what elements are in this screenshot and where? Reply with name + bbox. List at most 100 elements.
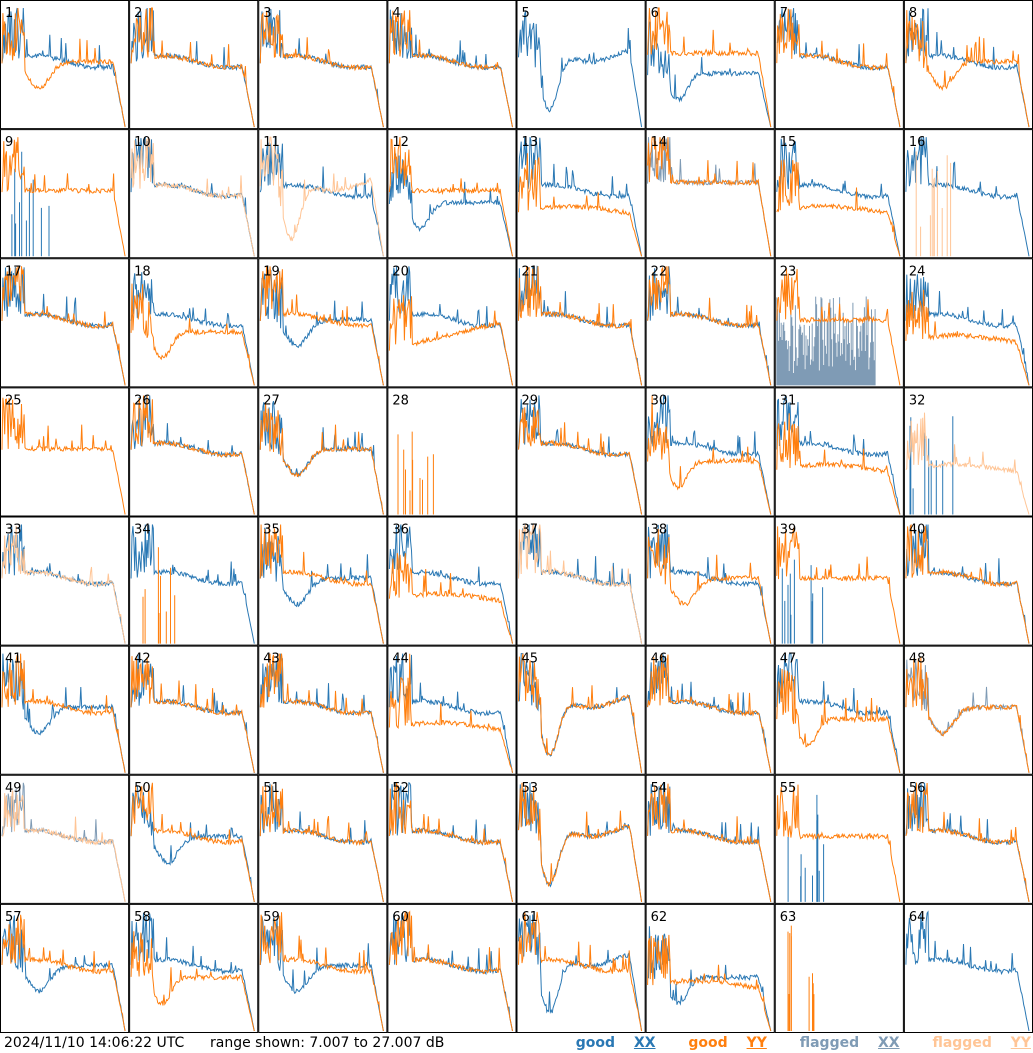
panel-label: 11 bbox=[263, 135, 280, 150]
yy-series-line bbox=[388, 137, 513, 257]
panel-label: 18 bbox=[134, 264, 151, 279]
panel-55: 55 bbox=[774, 774, 904, 904]
panel-label: 21 bbox=[522, 264, 539, 279]
panel-label: 31 bbox=[780, 393, 797, 408]
xx-series-line bbox=[11, 151, 50, 257]
yy-series-line bbox=[647, 934, 772, 1032]
panel-label: 51 bbox=[263, 781, 280, 796]
yy-series-line bbox=[647, 395, 772, 515]
yy-series-line bbox=[259, 653, 384, 773]
yy-series-line bbox=[130, 7, 255, 128]
panel-frame bbox=[774, 903, 904, 1033]
yy-series-line bbox=[905, 524, 1030, 644]
panel-51: 51 bbox=[258, 774, 388, 904]
xx-series-line bbox=[776, 8, 901, 128]
panel-label: 54 bbox=[651, 781, 668, 796]
panel-4: 4 bbox=[387, 0, 517, 130]
panel-38: 38 bbox=[645, 516, 775, 646]
yy-series-line bbox=[1, 397, 126, 515]
panel-label: 39 bbox=[780, 523, 797, 538]
yy-series-line bbox=[1, 7, 126, 128]
xx-series-line bbox=[259, 7, 384, 128]
panel-frame bbox=[516, 0, 646, 130]
xx-series-line bbox=[388, 153, 513, 257]
panel-label: 64 bbox=[909, 910, 926, 925]
panel-7: 7 bbox=[774, 0, 904, 130]
panel-label: 25 bbox=[5, 393, 22, 408]
yy-series-line bbox=[905, 412, 1030, 515]
panel-frame bbox=[516, 129, 646, 259]
panel-label: 62 bbox=[651, 910, 668, 925]
panel-16: 16 bbox=[903, 129, 1033, 259]
panel-label: 24 bbox=[909, 264, 926, 279]
panel-label: 28 bbox=[392, 393, 409, 408]
yy-series-line bbox=[259, 136, 384, 257]
panel-label: 15 bbox=[780, 135, 797, 150]
panel-64: 64 bbox=[903, 903, 1033, 1033]
yy-series-line bbox=[647, 783, 772, 902]
panel-frame bbox=[903, 0, 1033, 130]
panel-29: 29 bbox=[516, 387, 646, 517]
panel-13: 13 bbox=[516, 129, 646, 259]
panel-62: 62 bbox=[645, 903, 775, 1033]
xx-series-line bbox=[259, 527, 384, 644]
yy-series-line bbox=[130, 137, 255, 257]
panel-40: 40 bbox=[903, 516, 1033, 646]
legend-flagged-yy: flagged YY bbox=[932, 1035, 1031, 1051]
xx-series-line bbox=[909, 416, 954, 515]
panel-52: 52 bbox=[387, 774, 517, 904]
yy-series-line bbox=[1, 525, 126, 644]
panel-6: 6 bbox=[645, 0, 775, 130]
xx-series-line bbox=[647, 21, 772, 128]
panel-14: 14 bbox=[645, 129, 775, 259]
yy-series-line bbox=[518, 522, 643, 644]
panel-label: 5 bbox=[522, 6, 530, 21]
panel-frame bbox=[0, 258, 130, 388]
panel-label: 2 bbox=[134, 6, 142, 21]
panel-label: 43 bbox=[263, 652, 280, 667]
yy-series-line bbox=[776, 668, 901, 773]
panel-label: 42 bbox=[134, 652, 151, 667]
legend-good-yy: good YY bbox=[688, 1035, 767, 1051]
panel-58: 58 bbox=[129, 903, 259, 1033]
panel-5: 5 bbox=[516, 0, 646, 130]
xx-series-line bbox=[259, 783, 384, 902]
xx-series-line bbox=[388, 266, 513, 386]
panel-label: 37 bbox=[522, 523, 539, 538]
panel-label: 4 bbox=[392, 6, 400, 21]
panel-label: 12 bbox=[392, 135, 409, 150]
panel-frame bbox=[387, 387, 517, 517]
panel-18: 18 bbox=[129, 258, 259, 388]
panel-35: 35 bbox=[258, 516, 388, 646]
yy-series-line bbox=[518, 407, 643, 515]
xx-series-line bbox=[259, 137, 384, 257]
yy-series-line bbox=[388, 910, 513, 1032]
panel-label: 49 bbox=[5, 781, 22, 796]
legend: good XX good YY flagged XX flagged YY bbox=[548, 1034, 1031, 1053]
timestamp-label: 2024/11/10 14:06:22 UTC bbox=[4, 1035, 185, 1051]
panel-label: 34 bbox=[134, 523, 151, 538]
panel-frame bbox=[387, 0, 517, 130]
panel-frame bbox=[387, 258, 517, 388]
panel-37: 37 bbox=[516, 516, 646, 646]
panel-label: 3 bbox=[263, 6, 271, 21]
panel-label: 46 bbox=[651, 652, 668, 667]
panel-23: 23 bbox=[774, 258, 904, 388]
xx-series-line bbox=[905, 137, 1030, 257]
panel-9: 9 bbox=[0, 129, 130, 259]
panel-label: 29 bbox=[522, 393, 539, 408]
panel-56: 56 bbox=[903, 774, 1033, 904]
panel-label: 16 bbox=[909, 135, 926, 150]
yy-series-line bbox=[518, 266, 643, 386]
panel-21: 21 bbox=[516, 258, 646, 388]
yy-series-line bbox=[518, 653, 643, 773]
panel-47: 47 bbox=[774, 645, 904, 775]
yy-series-line bbox=[776, 8, 901, 128]
panel-57: 57 bbox=[0, 903, 130, 1033]
xx-series-line bbox=[1, 266, 126, 386]
panel-label: 55 bbox=[780, 781, 797, 796]
panel-label: 40 bbox=[909, 523, 926, 538]
panel-label: 23 bbox=[780, 264, 797, 279]
panel-frame bbox=[129, 0, 259, 130]
panel-36: 36 bbox=[387, 516, 517, 646]
